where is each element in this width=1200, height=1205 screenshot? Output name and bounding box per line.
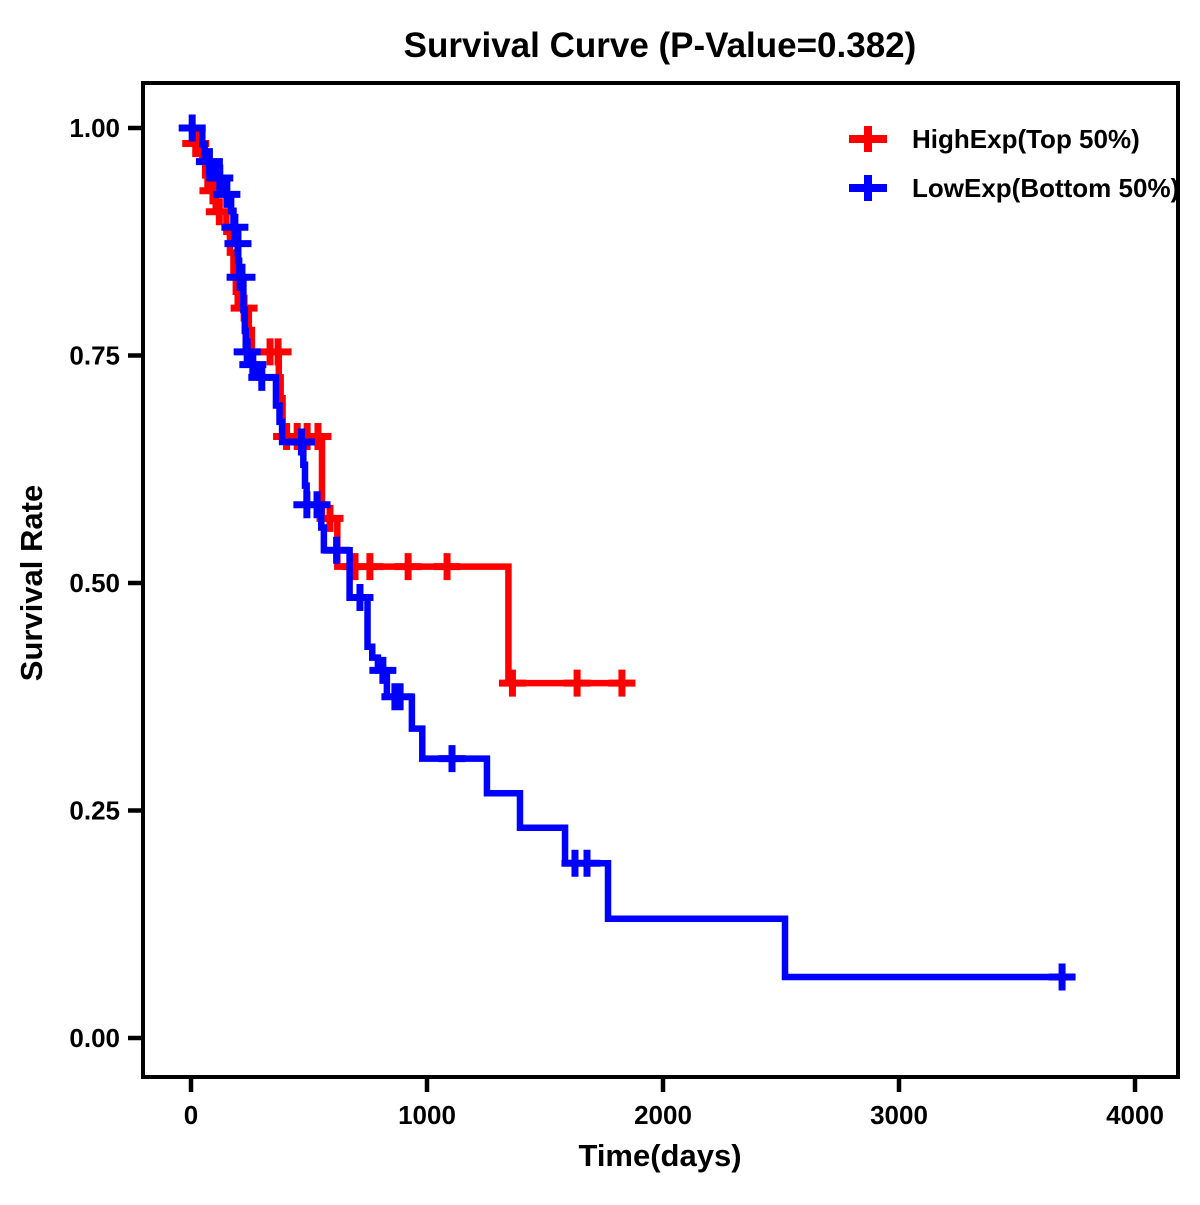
y-tick-label: 0.25 xyxy=(69,796,120,826)
y-tick-label: 0.50 xyxy=(69,568,120,598)
plot-panel-border xyxy=(141,81,1180,1079)
survival-curves xyxy=(178,114,1076,991)
km-curve-highexp xyxy=(190,124,635,687)
x-tick-label: 1000 xyxy=(398,1100,456,1130)
axis-ticks: 0 1000 2000 3000 4000 0.00 0.25 0.50 0.75 1.00 xyxy=(69,113,1164,1130)
x-tick-label: 2000 xyxy=(634,1100,692,1130)
x-tick-label: 4000 xyxy=(1106,1100,1164,1130)
legend: HighExp(Top 50%) LowExp(Bottom 50%) xyxy=(849,124,1179,203)
y-tick-label: 0.00 xyxy=(69,1023,120,1053)
lowexp-plus-censor-icon xyxy=(849,175,887,201)
y-tick-label: 0.75 xyxy=(69,341,120,371)
highexp-plus-censor-icon xyxy=(849,126,887,152)
legend-item-highexp: HighExp(Top 50%) xyxy=(849,124,1140,154)
legend-label-highexp: HighExp(Top 50%) xyxy=(912,124,1140,154)
legend-item-lowexp: LowExp(Bottom 50%) xyxy=(849,173,1179,203)
censor-marks-highexp xyxy=(182,129,636,697)
x-tick-label: 3000 xyxy=(870,1100,928,1130)
censor-marks-lowexp xyxy=(178,114,1076,991)
x-tick-label: 0 xyxy=(184,1100,198,1130)
y-tick-label: 1.00 xyxy=(69,113,120,143)
chart-title: Survival Curve (P-Value=0.382) xyxy=(404,26,917,65)
y-axis-title: Survival Rate xyxy=(14,485,49,681)
x-axis-title: Time(days) xyxy=(578,1138,741,1173)
legend-label-lowexp: LowExp(Bottom 50%) xyxy=(912,173,1179,203)
